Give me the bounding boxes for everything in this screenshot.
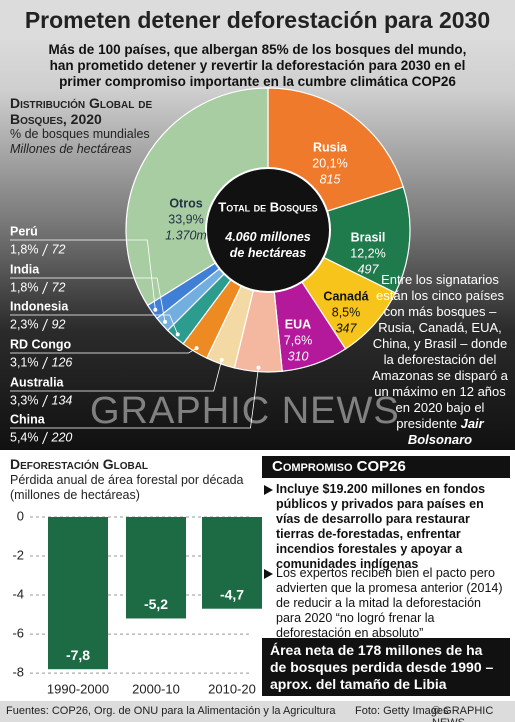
label-percent: 1,8% [10, 242, 39, 256]
leader-line [10, 367, 259, 429]
donut-title: Distribución Global de Bosques, 2020 [10, 95, 153, 127]
y-tick-label: 0 [17, 508, 24, 523]
slice-percent: 7,6% [284, 333, 313, 347]
label-separator [42, 394, 48, 408]
x-tick-label: 1990-2000 [47, 681, 109, 696]
label-name: RD Congo [10, 337, 71, 351]
label-name: Indonesia [10, 299, 69, 313]
y-tick-label: -6 [12, 626, 24, 641]
slice-name: Otros [169, 196, 202, 210]
label-hectares: 126 [52, 355, 73, 369]
sources: Fuentes: COP26, Org. de ONU para la Alim… [6, 705, 336, 717]
label-separator [42, 356, 48, 370]
bar [202, 517, 262, 609]
center-value: 4.060 millones de hectáreas [224, 230, 311, 260]
label-name: India [10, 262, 40, 276]
photo-credit: Foto: Getty Images [355, 705, 449, 717]
footer: Fuentes: COP26, Org. de ONU para la Alim… [0, 701, 515, 722]
bar [48, 517, 108, 670]
leader-dot [256, 365, 261, 370]
donut-hole [205, 167, 331, 293]
bar [126, 517, 186, 619]
bullet-icon [264, 485, 273, 495]
label-name: Perú [10, 224, 38, 238]
slice-percent: 20,1% [312, 156, 347, 170]
leader-line [10, 347, 197, 354]
credit: © GRAPHIC NEWS [432, 705, 494, 722]
bar-title: Deforestación Global [10, 456, 149, 472]
slice-name: Canadá [323, 289, 368, 303]
y-tick-label: -4 [12, 586, 24, 601]
y-tick-label: -2 [12, 547, 24, 562]
pledge-bullet: Incluye $19.200 millones en fondos públi… [262, 482, 508, 572]
side-note-text: Entre los signatarios están los cinco pa… [372, 272, 508, 431]
slice-hectares: 497 [358, 262, 380, 276]
bar-subtitle: Pérdida anual de área forestal por décad… [10, 473, 244, 502]
side-note-emphasis: Jair Bolsonaro [407, 416, 484, 447]
pledge-bullet: Los expertos reciben bien el pacto pero … [262, 566, 508, 641]
label-percent: 5,4% [10, 430, 39, 444]
label-percent: 3,1% [10, 355, 39, 369]
label-hectares: 134 [52, 393, 73, 407]
slice-hectares: 347 [336, 321, 358, 335]
donut-slice [266, 186, 411, 294]
leader-line [10, 314, 179, 335]
leader-line [10, 359, 223, 392]
leader-dot [153, 307, 158, 312]
label-name: China [10, 412, 46, 426]
label-separator [42, 318, 48, 332]
donut-subtitle: Millones de hectáreas [10, 142, 132, 156]
label-hectares: 72 [52, 280, 66, 294]
center-value-line: 4.060 millones [224, 230, 311, 244]
center-value-line: de hectáreas [230, 246, 306, 260]
title: Prometen detener deforestación para 2030 [0, 0, 515, 40]
bar-value-label: -5,2 [144, 596, 168, 612]
label-separator [42, 281, 48, 295]
y-tick-label: -8 [12, 665, 24, 680]
label-separator [42, 431, 48, 445]
leader-dot [219, 357, 224, 362]
slice-name: EUA [285, 317, 311, 331]
label-percent: 3,3% [10, 393, 39, 407]
leader-dot [163, 319, 168, 324]
slice-name: Rusia [313, 140, 348, 154]
label-separator [42, 243, 48, 257]
leader-dot [175, 332, 180, 337]
label-name: Australia [10, 375, 65, 389]
pledge-bullet-text: Los expertos reciben bien el pacto pero … [276, 566, 503, 640]
label-percent: 2,3% [10, 317, 39, 331]
donut-subtitle: % de bosques mundiales [10, 127, 150, 141]
slice-name: Brasil [351, 230, 386, 244]
bar-value-label: -4,7 [220, 586, 244, 602]
leader-dot [194, 346, 199, 351]
subtitle: Más de 100 países, que albergan 85% de l… [48, 42, 467, 89]
leader-line [10, 277, 166, 322]
center-title: Total de Bosques [218, 199, 317, 214]
label-hectares: 92 [52, 317, 66, 331]
label-hectares: 72 [52, 242, 66, 256]
x-tick-label: 2010-20 [208, 681, 256, 696]
label-hectares: 220 [51, 430, 73, 444]
bullet-icon [264, 569, 273, 579]
leader-line [10, 239, 156, 310]
watermark: GRAPHIC NEWS [90, 390, 400, 432]
slice-percent: 33,9% [168, 212, 203, 226]
x-tick-label: 2000-10 [132, 681, 180, 696]
pledge-title: Compromiso COP26 [262, 456, 510, 478]
slice-hectares: 1.370m [165, 228, 207, 242]
slice-hectares: 310 [288, 349, 309, 363]
slice-hectares: 815 [320, 172, 341, 186]
highlight-box: Área neta de 178 millones de ha de bosqu… [262, 638, 510, 696]
side-note: Entre los signatarios están los cinco pa… [370, 272, 510, 448]
pledge-bullet-text: Incluye $19.200 millones en fondos públi… [276, 482, 486, 571]
slice-percent: 8,5% [332, 305, 361, 319]
slice-percent: 12,2% [350, 246, 385, 260]
bar-value-label: -7,8 [66, 647, 90, 663]
label-percent: 1,8% [10, 280, 39, 294]
